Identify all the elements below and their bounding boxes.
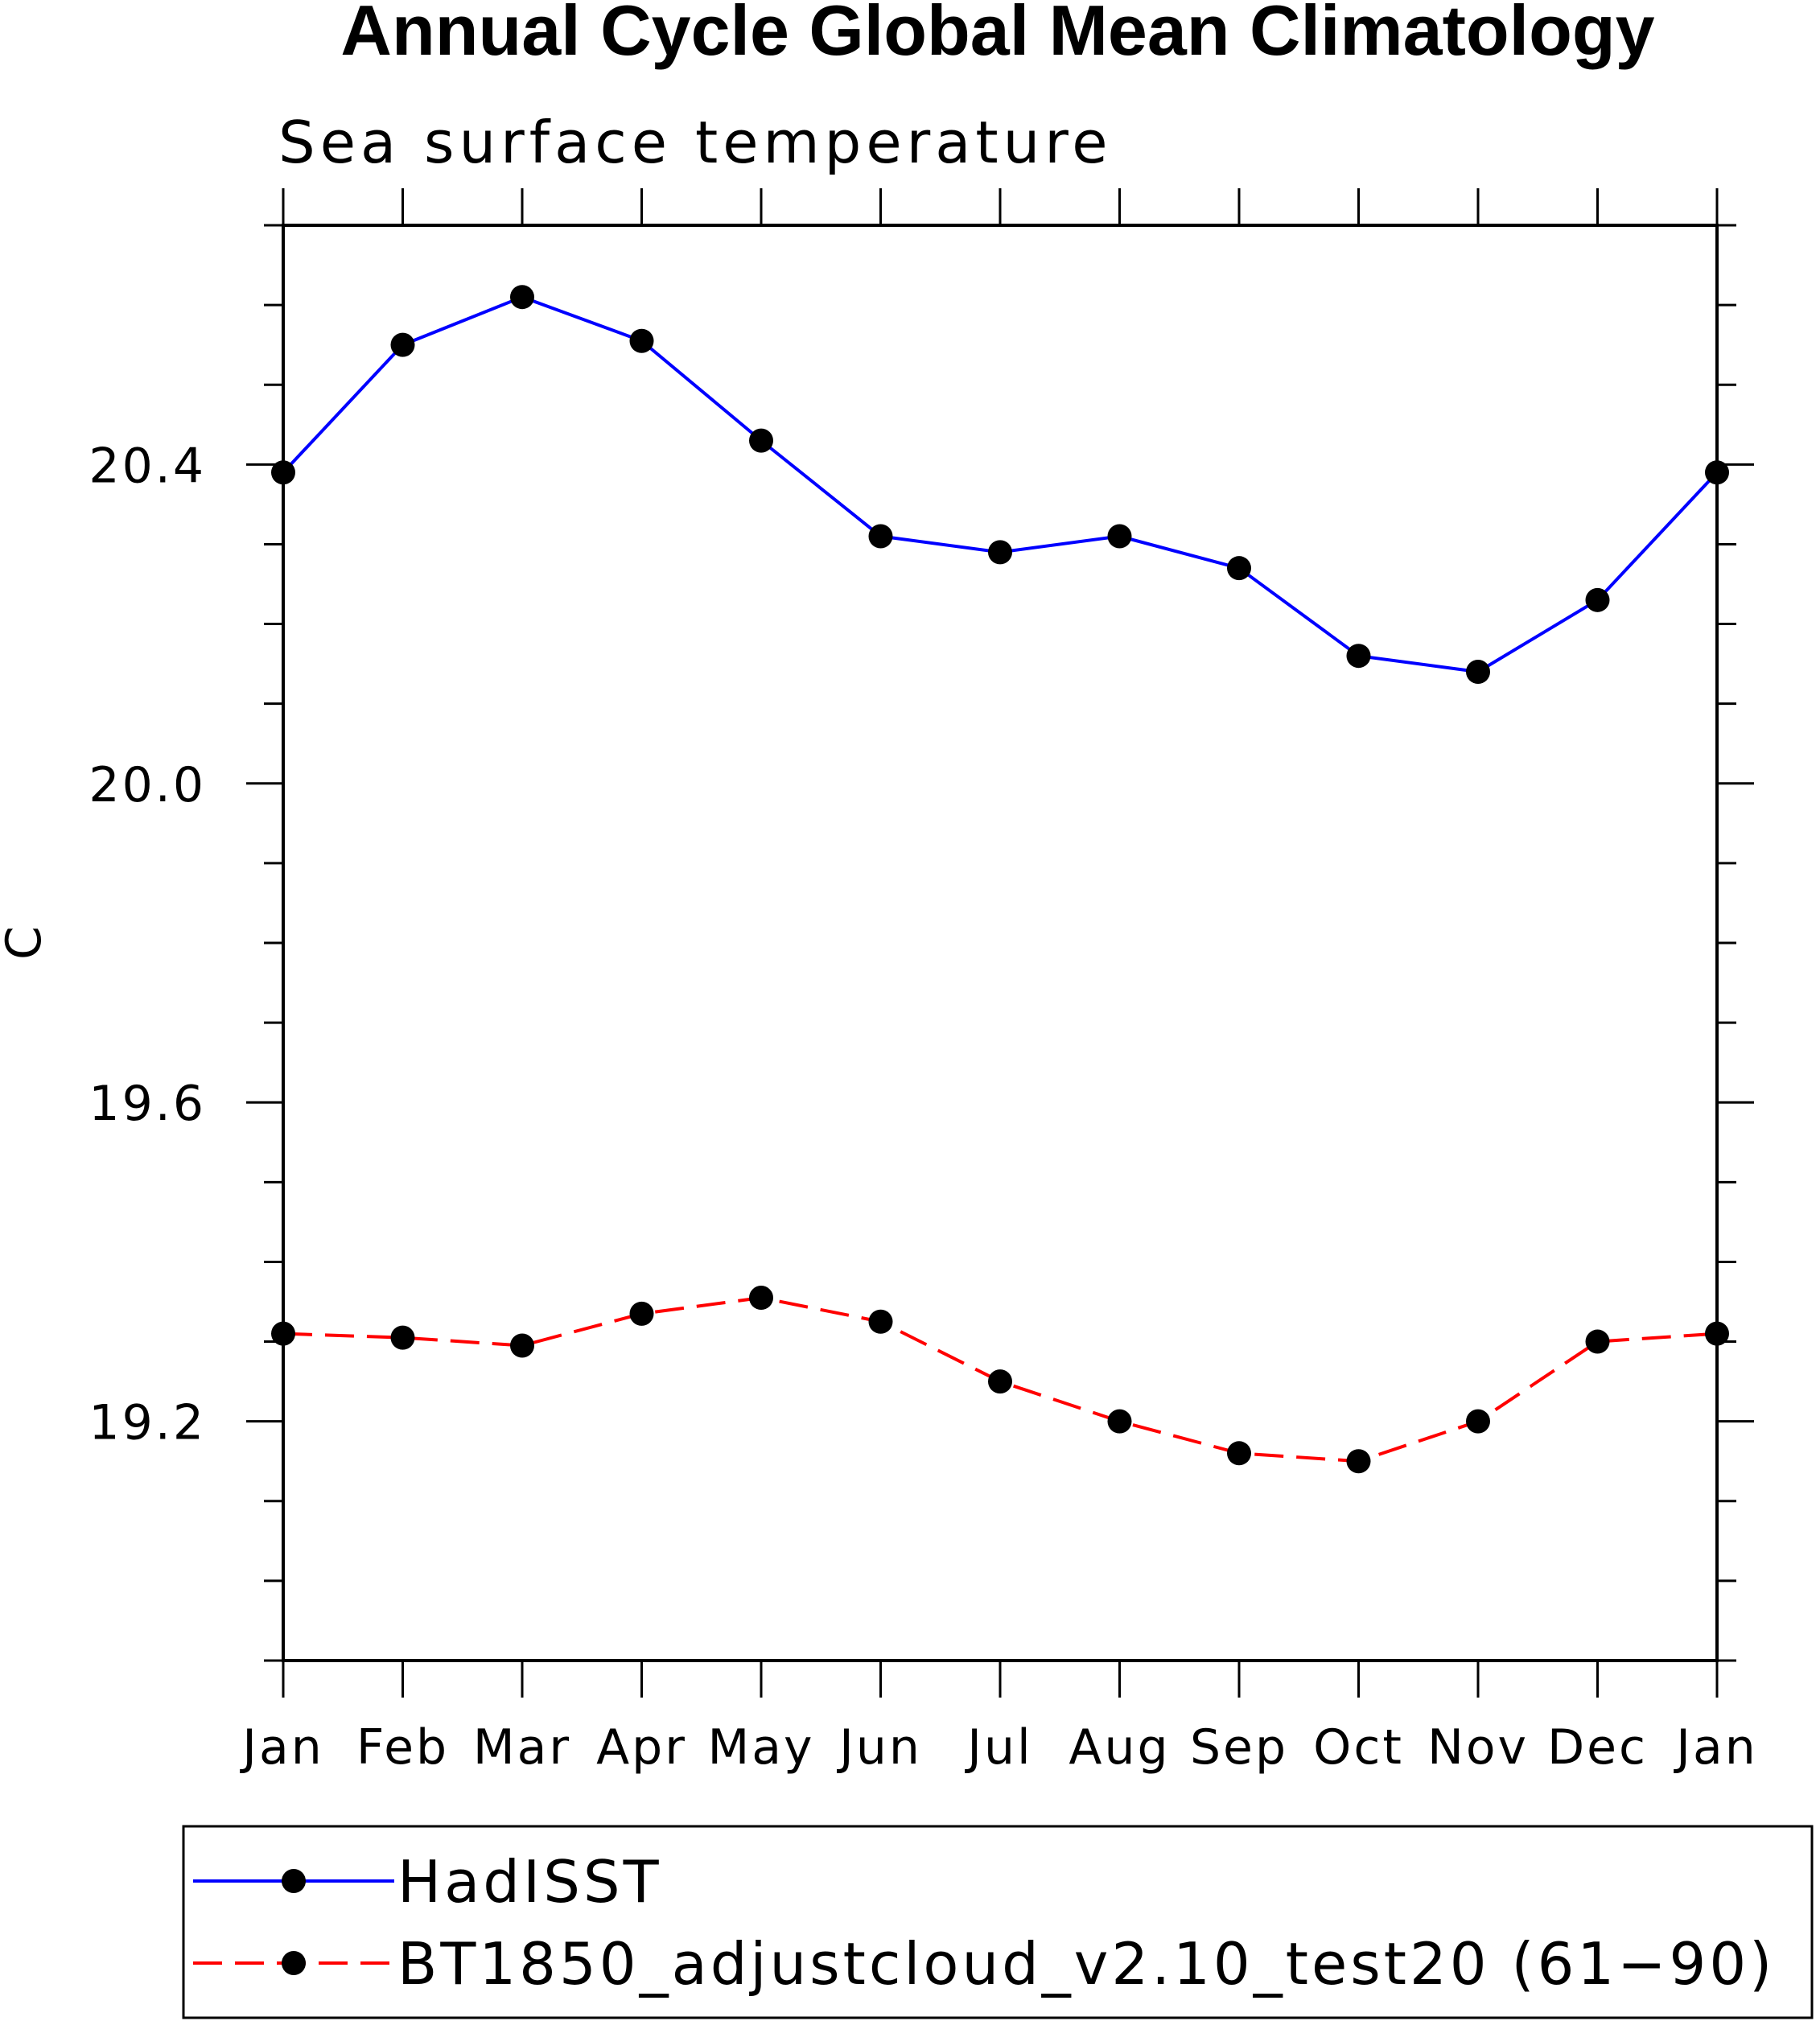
data-point xyxy=(749,428,773,453)
x-tick-label: Jan xyxy=(1673,1719,1758,1776)
data-point xyxy=(510,285,534,310)
x-tick-label: Jan xyxy=(239,1719,324,1776)
x-tick-label: Jun xyxy=(836,1719,922,1776)
x-tick-label: Oct xyxy=(1313,1719,1404,1776)
series-2 xyxy=(271,1286,1729,1474)
data-point xyxy=(629,1301,654,1326)
x-tick-label: Dec xyxy=(1547,1719,1648,1776)
data-point xyxy=(629,328,654,353)
data-point xyxy=(988,540,1012,565)
legend: HadISST BT1850_adjustcloud_v2.10_test20 (… xyxy=(182,1825,1814,2019)
series-line xyxy=(282,295,1719,674)
data-point xyxy=(749,1286,773,1311)
axis-ticks xyxy=(246,188,1754,1698)
x-tick-label: May xyxy=(707,1719,814,1776)
chart-subtitle: Sea surface temperature xyxy=(278,109,1113,176)
y-tick-labels: 19.2 19.6 20.0 20.4 xyxy=(89,438,206,1451)
data-point xyxy=(988,1369,1012,1394)
data-point xyxy=(390,1325,415,1350)
data-point xyxy=(868,524,893,549)
data-point xyxy=(271,460,295,485)
chart-title: Annual Cycle Global Mean Climatology xyxy=(340,0,1654,70)
x-tick-label: Aug xyxy=(1069,1719,1170,1776)
data-point xyxy=(1705,460,1729,485)
legend-entry: HadISST xyxy=(193,1848,662,1916)
data-point xyxy=(868,1309,893,1334)
y-tick-label: 19.2 xyxy=(89,1395,206,1451)
x-tick-label: Mar xyxy=(473,1719,571,1776)
data-point xyxy=(1585,1329,1610,1354)
data-point xyxy=(1705,1321,1729,1346)
plot-area: Jan Feb Mar Apr May Jun Jul Aug Sep Oct Nov Dec Jan … xyxy=(89,188,1758,1776)
x-tick-labels: Jan Feb Mar Apr May Jun Jul Aug Sep Oct Nov Dec Jan xyxy=(239,1719,1758,1776)
y-tick-label: 20.4 xyxy=(89,438,206,494)
legend-marker xyxy=(282,1951,306,1975)
y-tick-label: 20.0 xyxy=(89,757,206,813)
data-point xyxy=(1107,1409,1132,1434)
data-point xyxy=(1107,524,1132,549)
data-point xyxy=(1466,1409,1490,1434)
series-layer xyxy=(271,285,1729,1474)
x-tick-label: Feb xyxy=(356,1719,449,1776)
series-1 xyxy=(271,285,1729,685)
x-tick-label: Apr xyxy=(596,1719,687,1776)
data-point xyxy=(1466,660,1490,685)
data-point xyxy=(1346,644,1371,669)
legend-label: HadISST xyxy=(397,1848,662,1916)
legend-marker xyxy=(282,1869,306,1893)
legend-label: BT1850_adjustcloud_v2.10_test20 (61−90) xyxy=(397,1930,1775,1998)
x-tick-label: Jul xyxy=(964,1719,1032,1776)
data-point xyxy=(271,1321,295,1346)
legend-entry: BT1850_adjustcloud_v2.10_test20 (61−90) xyxy=(193,1930,1775,1998)
data-point xyxy=(390,332,415,357)
y-tick-label: 19.6 xyxy=(89,1076,206,1132)
data-point xyxy=(1346,1449,1371,1474)
y-axis-label: C xyxy=(0,926,52,960)
legend-box xyxy=(182,1825,1814,2019)
data-point xyxy=(510,1333,534,1358)
data-point xyxy=(1227,556,1251,581)
data-point xyxy=(1585,587,1610,612)
data-point xyxy=(1227,1441,1251,1466)
plot-frame xyxy=(282,224,1719,1662)
x-tick-label: Nov xyxy=(1427,1719,1529,1776)
x-tick-label: Sep xyxy=(1190,1719,1288,1776)
